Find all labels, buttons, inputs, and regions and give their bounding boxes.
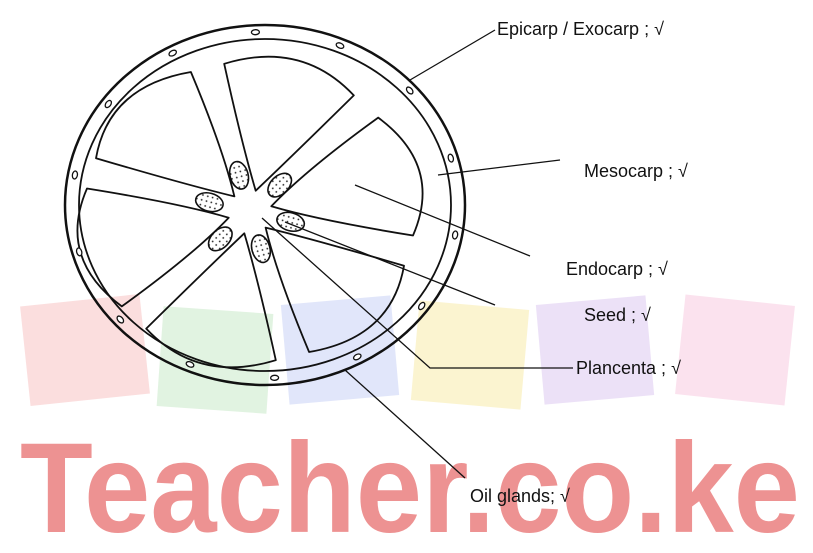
label: Plancenta ; √: [576, 358, 681, 378]
label: Seed ; √: [584, 305, 651, 325]
oil-gland: [168, 49, 177, 57]
diagram: Teacher.co.ke Epicarp / Exocarp ; √ Meso…: [0, 0, 813, 553]
seed: [204, 223, 237, 256]
watermark-text: Teacher.co.ke: [20, 417, 800, 553]
segment: [96, 72, 234, 196]
label: Mesocarp ; √: [584, 161, 688, 181]
oil-gland: [270, 375, 278, 380]
oil-gland: [335, 42, 344, 50]
label: Epicarp / Exocarp ; √: [497, 19, 664, 39]
oil-gland: [405, 86, 414, 95]
pointers: [262, 30, 573, 478]
oil-gland: [447, 154, 454, 163]
oil-gland: [452, 231, 458, 240]
oil-gland: [76, 247, 83, 256]
oil-gland: [104, 99, 113, 108]
label: Endocarp ; √: [566, 259, 668, 279]
seed: [263, 169, 296, 202]
oil-gland: [72, 171, 78, 180]
oil-gland: [251, 30, 259, 35]
watermark: Teacher.co.ke: [20, 294, 800, 553]
label: Oil glands; √: [470, 486, 570, 506]
